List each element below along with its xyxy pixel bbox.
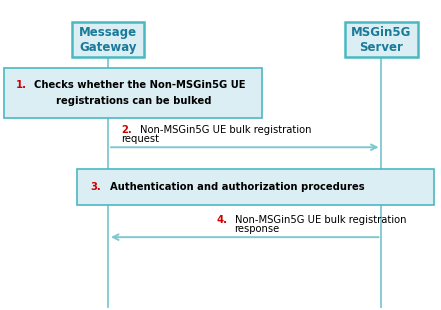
Text: 3.: 3.	[90, 182, 101, 192]
Text: Non-MSGin5G UE bulk registration: Non-MSGin5G UE bulk registration	[140, 125, 311, 135]
Text: Checks whether the Non-MSGin5G UE: Checks whether the Non-MSGin5G UE	[34, 80, 246, 90]
Text: response: response	[235, 224, 280, 234]
Text: MSGin5G
Server: MSGin5G Server	[351, 25, 411, 54]
Text: 4.: 4.	[216, 215, 227, 225]
Text: Non-MSGin5G UE bulk registration: Non-MSGin5G UE bulk registration	[235, 215, 406, 225]
Text: registrations can be bulked: registrations can be bulked	[56, 96, 211, 106]
Text: 2.: 2.	[121, 125, 132, 135]
Text: Authentication and authorization procedures: Authentication and authorization procedu…	[110, 182, 365, 192]
Text: Message
Gateway: Message Gateway	[79, 25, 137, 54]
Text: request: request	[121, 134, 159, 144]
FancyBboxPatch shape	[345, 22, 418, 57]
FancyBboxPatch shape	[71, 22, 145, 57]
Text: 1.: 1.	[15, 80, 26, 90]
FancyBboxPatch shape	[4, 68, 262, 118]
FancyBboxPatch shape	[77, 169, 434, 205]
